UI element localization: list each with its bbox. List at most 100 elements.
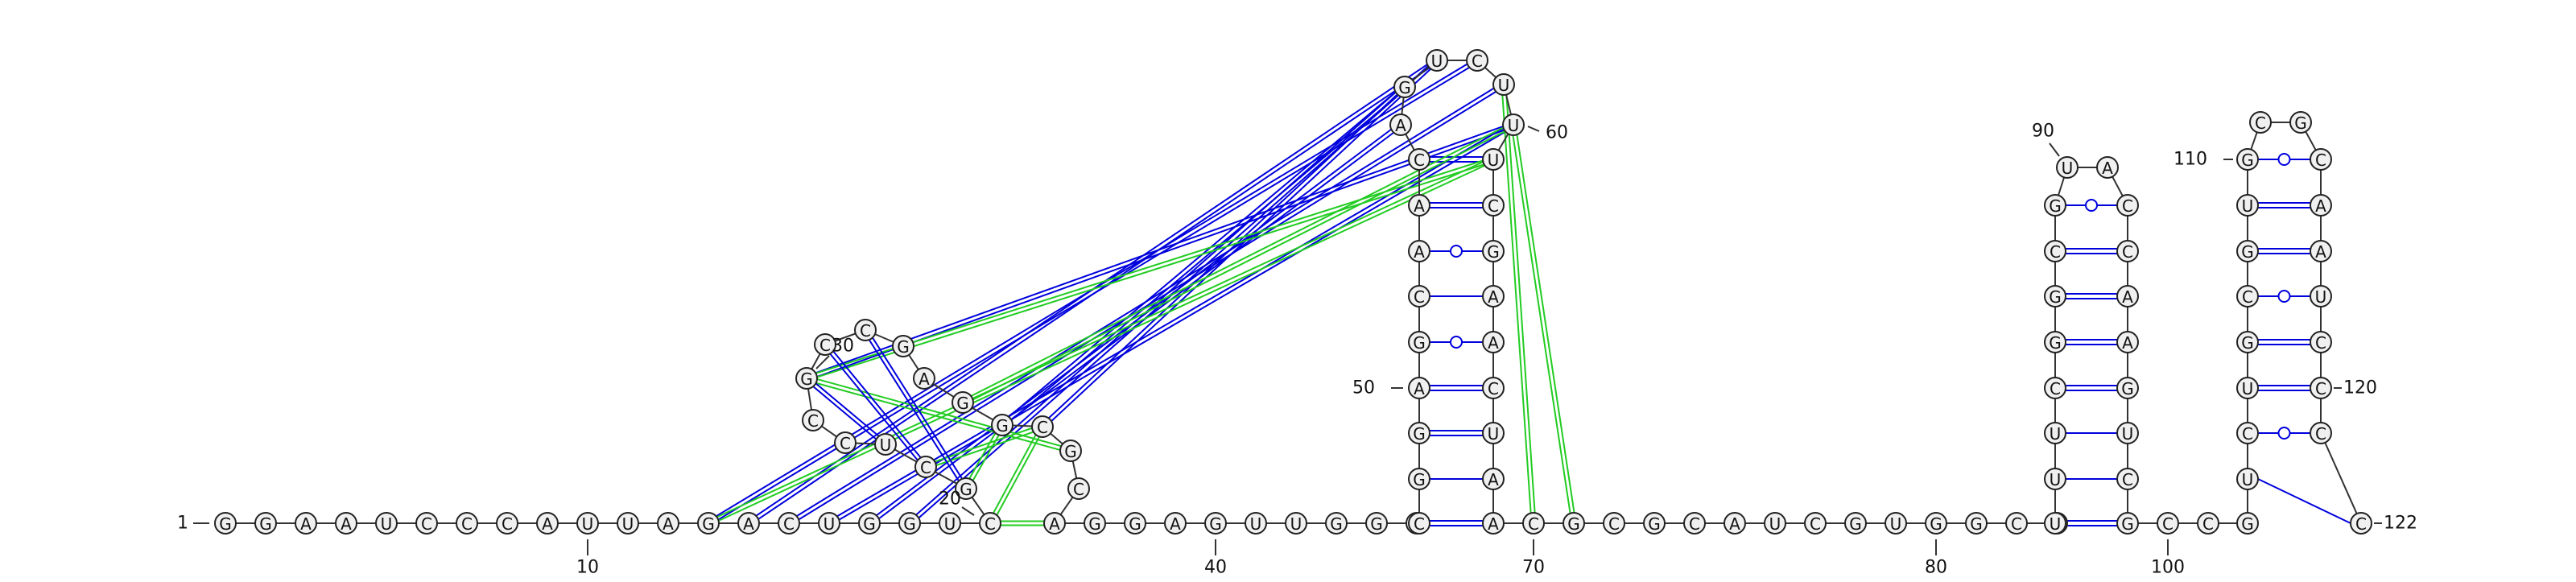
nucleotide: U: [819, 513, 840, 534]
nucleotide-letter: G: [2241, 333, 2254, 353]
nucleotide: A: [1483, 286, 1504, 307]
nucleotide-letter: C: [2050, 242, 2061, 262]
nucleotide: G: [2117, 513, 2138, 534]
nucleotide: U: [2310, 286, 2331, 307]
nucleotide: U: [577, 513, 598, 534]
nucleotide-letter: C: [461, 514, 473, 534]
nucleotide-letter: G: [1209, 514, 1222, 534]
nucleotide-letter: C: [1689, 514, 1700, 534]
position-tick: [2050, 143, 2059, 156]
base-pair: [2066, 386, 2117, 390]
base-pair: [2258, 249, 2310, 254]
nucleotide-letter: C: [840, 434, 851, 453]
nucleotide-letter: G: [259, 514, 272, 534]
nucleotide-letter: A: [542, 514, 553, 534]
position-label: 40: [1204, 558, 1227, 578]
nucleotide-letter: C: [2162, 514, 2174, 534]
nucleotide: A: [2310, 195, 2331, 216]
nucleotide-letter: C: [920, 458, 931, 477]
nucleotide: G: [1483, 241, 1504, 262]
nucleotide-letter: G: [1648, 514, 1661, 534]
nucleotide-letter: G: [1487, 242, 1500, 262]
nucleotide-letter: C: [2315, 379, 2326, 398]
wobble-pair: [1430, 246, 1483, 257]
nucleotide-letter: G: [2294, 114, 2307, 133]
nucleotide-letter: U: [824, 514, 836, 534]
nucleotide: A: [738, 513, 759, 534]
nucleotide-letter: U: [944, 514, 956, 534]
nucleotide-letter: A: [2315, 196, 2326, 216]
nucleotide-letter: A: [1488, 333, 1499, 353]
nucleotide: U: [2237, 468, 2258, 489]
nucleotide-letter: A: [2102, 159, 2113, 178]
nucleotide: U: [2117, 423, 2138, 444]
nucleotide: U: [617, 513, 638, 534]
nucleotide: G: [2045, 332, 2066, 353]
position-label: 120: [2343, 378, 2377, 398]
nucleotide: G: [698, 513, 719, 534]
nucleotide-letter: G: [996, 416, 1009, 435]
nucleotide-letter: G: [1849, 514, 1862, 534]
nucleotide: C: [2117, 241, 2138, 262]
nucleotide: G: [2237, 332, 2258, 353]
nucleotide-letter: G: [1413, 333, 1426, 353]
nucleotide: A: [2117, 286, 2138, 307]
nucleotide: G: [2117, 378, 2138, 398]
base-pair: [788, 83, 1505, 525]
nucleotide-letter: C: [1810, 514, 1821, 534]
nucleotide-letter: C: [421, 514, 432, 534]
base-pair: [1430, 431, 1483, 435]
nucleotide-letter: G: [2241, 514, 2254, 534]
base-pairs: [708, 59, 2351, 526]
nucleotide: U: [2057, 157, 2078, 178]
nucleotide-letter: G: [2121, 379, 2134, 398]
base-pair: [1512, 125, 1576, 524]
nucleotide: U: [1483, 149, 1504, 170]
nucleotide: A: [2097, 157, 2118, 178]
nucleotide: G: [1926, 513, 1946, 534]
nucleotide: G: [2237, 241, 2258, 262]
nucleotide: G: [1060, 440, 1081, 461]
nucleotide-letter: U: [1488, 151, 1500, 170]
position-label: 110: [2174, 150, 2207, 170]
nucleotide-letter: C: [807, 411, 819, 431]
nucleotide: A: [1409, 241, 1430, 262]
nucleotide: G: [1644, 513, 1665, 534]
nucleotide-letter: C: [985, 514, 996, 534]
nucleotide: C: [778, 513, 799, 534]
wobble-pair: [1430, 336, 1483, 348]
nucleotide: C: [2250, 112, 2271, 133]
nucleotide-letter: G: [2121, 514, 2134, 534]
nucleotide-letter: U: [1498, 76, 1510, 95]
nucleotide: C: [1409, 513, 1430, 534]
position-label: 80: [1925, 558, 1947, 578]
nucleotide-letter: A: [1049, 514, 1060, 534]
nucleotide-letter: A: [2315, 242, 2326, 262]
nucleotide: U: [1765, 513, 1785, 534]
nucleotide-letter: C: [2011, 514, 2022, 534]
nucleotide: C: [2198, 513, 2219, 534]
nucleotide-letter: G: [1064, 442, 1077, 461]
base-pair: [962, 123, 1514, 404]
nucleotide: A: [1483, 513, 1504, 534]
wobble-pair: [2258, 291, 2310, 302]
nucleotide-letter: C: [2315, 424, 2326, 444]
nucleotide-letter: U: [2062, 159, 2074, 178]
nucleotide: G: [899, 513, 920, 534]
nucleotide-letter: C: [2050, 379, 2061, 398]
nucleotide: G: [1394, 76, 1415, 97]
nucleotide: C: [2045, 241, 2066, 262]
nucleotide: C: [1483, 195, 1504, 216]
nucleotide-letter: G: [2241, 242, 2254, 262]
nucleotide: C: [456, 513, 477, 534]
nucleotide: G: [1966, 513, 1987, 534]
nucleotide-letter: G: [2049, 196, 2062, 216]
nucleotide-letter: A: [743, 514, 754, 534]
nucleotide-letter: U: [1508, 116, 1520, 135]
nucleotide-letter: C: [1037, 418, 1048, 437]
nucleotide-letter: C: [2122, 196, 2133, 216]
nucleotide-letter: C: [2122, 242, 2133, 262]
nucleotide: U: [2045, 468, 2066, 489]
position-label: 30: [832, 336, 854, 357]
